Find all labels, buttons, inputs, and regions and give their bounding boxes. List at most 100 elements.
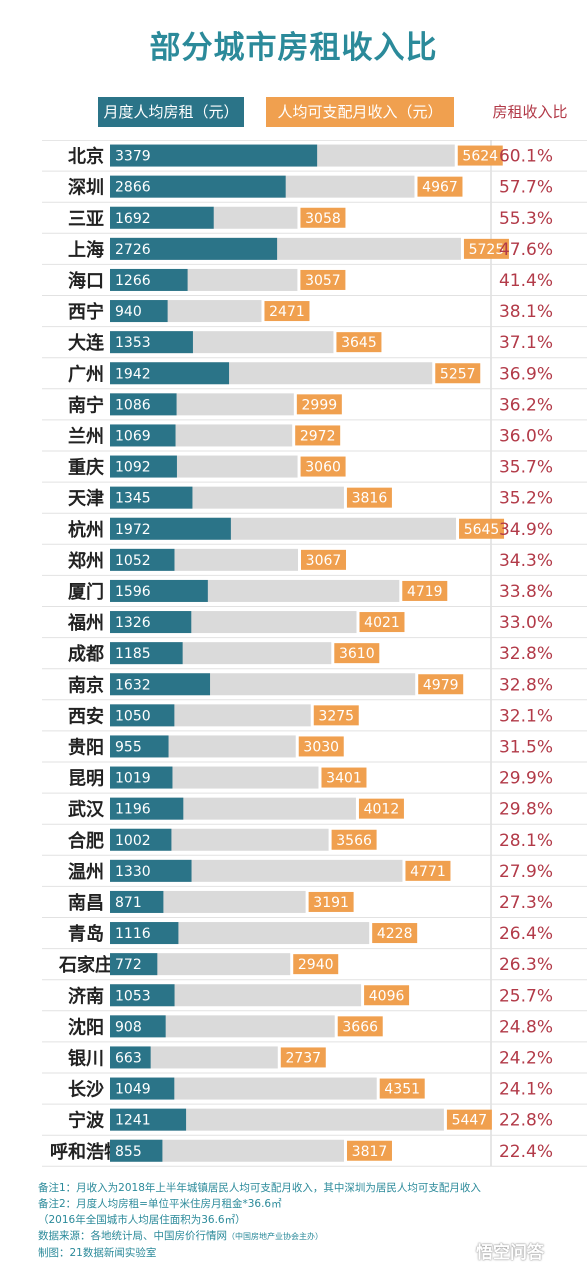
city-label: 贵阳 <box>68 737 104 758</box>
rent-bar <box>110 268 188 291</box>
income-label-box <box>308 891 354 912</box>
income-label-box <box>446 1109 492 1130</box>
ratio-value-label: 29.9% <box>499 769 553 789</box>
rent-bar <box>110 611 192 634</box>
city-label: 昆明 <box>68 769 104 790</box>
rent-bar <box>110 642 183 665</box>
rent-value-label: 1019 <box>115 771 151 787</box>
city-label: 大连 <box>68 332 105 354</box>
rent-value-label: 1596 <box>115 584 151 600</box>
ratio-value-label: 27.3% <box>499 893 553 913</box>
income-label-box <box>372 923 418 944</box>
rent-value-label: 908 <box>115 1019 142 1035</box>
income-label-box <box>379 1078 425 1099</box>
rent-bar <box>110 486 193 509</box>
rent-bar <box>110 237 278 260</box>
income-value-label: 3057 <box>305 273 341 289</box>
legend-income: 人均可支配月收入（元） <box>266 97 454 127</box>
income-value-label: 3191 <box>313 895 349 911</box>
rent-bar <box>110 517 231 540</box>
rent-value-label: 940 <box>115 304 142 320</box>
rent-bar <box>110 175 286 198</box>
ratio-value-label: 35.7% <box>499 458 553 478</box>
rent-value-label: 871 <box>115 895 142 911</box>
income-value-label: 3067 <box>306 553 342 569</box>
income-value-label: 5645 <box>464 522 500 538</box>
income-value-label: 3666 <box>342 1019 378 1035</box>
ratio-value-label: 37.1% <box>499 333 553 353</box>
ratio-value-label: 25.7% <box>499 986 553 1006</box>
income-value-label: 2940 <box>298 957 334 973</box>
source-line: 数据来源：各地统计局、中国房价行情网（中国房地产业协会主办） <box>38 1228 578 1245</box>
income-bar <box>110 1077 377 1100</box>
income-value-label: 2737 <box>285 1050 321 1066</box>
note-2: 备注2：月度人均房租=单位平米住房月租金*36.6㎡ <box>38 1198 282 1210</box>
rent-bar <box>110 393 177 416</box>
income-label-box <box>300 269 346 290</box>
city-label: 厦门 <box>68 581 104 603</box>
rent-bar <box>110 206 214 229</box>
income-value-label: 4719 <box>407 584 443 600</box>
income-label-box <box>358 798 404 819</box>
rent-value-label: 1942 <box>115 366 151 382</box>
rent-value-label: 1266 <box>115 273 151 289</box>
city-label: 深圳 <box>68 177 104 199</box>
note-1: 备注1：月收入为2018年上半年城镇居民人均可支配月收入，其中深圳为居民人均可支… <box>38 1182 481 1194</box>
rent-value-label: 1116 <box>115 926 151 942</box>
rent-value-label: 3379 <box>115 149 151 165</box>
city-label: 杭州 <box>68 519 104 541</box>
legend-ratio: 房租收入比 <box>492 103 568 121</box>
city-label: 南宁 <box>68 394 104 416</box>
rent-value-label: 1053 <box>115 988 151 1004</box>
city-label: 三亚 <box>68 209 104 230</box>
rent-bar <box>110 673 211 696</box>
rent-value-label: 855 <box>115 1144 142 1160</box>
income-label-box <box>337 1016 383 1037</box>
city-label: 银川 <box>68 1047 104 1069</box>
income-value-label: 3030 <box>303 739 339 755</box>
rent-value-label: 1092 <box>115 460 151 476</box>
rent-bar <box>110 144 318 167</box>
rent-bar <box>110 859 192 882</box>
city-label: 广州 <box>68 363 104 385</box>
city-label: 武汉 <box>68 800 105 821</box>
ratio-value-label: 36.0% <box>499 426 553 446</box>
city-label: 石家庄 <box>58 954 113 976</box>
rent-value-label: 1326 <box>115 615 151 631</box>
ratio-value-label: 36.2% <box>499 395 553 415</box>
city-label: 宁波 <box>68 1110 105 1132</box>
income-label-box <box>264 301 310 322</box>
ratio-value-label: 41.4% <box>499 271 553 291</box>
city-label: 成都 <box>68 643 104 665</box>
ratio-value-label: 24.2% <box>499 1048 553 1068</box>
income-label-box <box>336 332 382 353</box>
rent-value-label: 1972 <box>115 522 151 538</box>
income-value-label: 4979 <box>423 677 459 693</box>
income-value-label: 3817 <box>352 1144 388 1160</box>
city-label: 西安 <box>68 705 104 727</box>
source-note: （中国房地产业协会主办） <box>227 1232 323 1241</box>
income-value-label: 3645 <box>341 335 377 351</box>
ratio-value-label: 32.8% <box>499 675 553 695</box>
rent-value-label: 1632 <box>115 677 151 693</box>
ratio-value-label: 27.9% <box>499 862 553 882</box>
rent-bar <box>110 362 230 385</box>
income-value-label: 3275 <box>318 708 354 724</box>
ratio-value-label: 32.8% <box>499 644 553 664</box>
city-label: 沈阳 <box>68 1016 104 1038</box>
rent-value-label: 1345 <box>115 491 151 507</box>
city-label: 福州 <box>67 612 104 634</box>
ratio-value-label: 57.7% <box>499 178 553 198</box>
rent-value-label: 1052 <box>115 553 151 569</box>
income-value-label: 3816 <box>352 491 388 507</box>
income-value-label: 4096 <box>369 988 405 1004</box>
city-label: 青岛 <box>68 923 104 945</box>
city-label: 济南 <box>68 985 104 1007</box>
income-value-label: 2999 <box>302 397 338 413</box>
income-bar <box>110 1139 344 1162</box>
income-label-box <box>295 425 341 446</box>
income-label-box <box>296 394 342 415</box>
ratio-value-label: 22.4% <box>499 1142 553 1162</box>
ratio-value-label: 38.1% <box>499 302 553 322</box>
ratio-value-label: 47.6% <box>499 240 553 260</box>
